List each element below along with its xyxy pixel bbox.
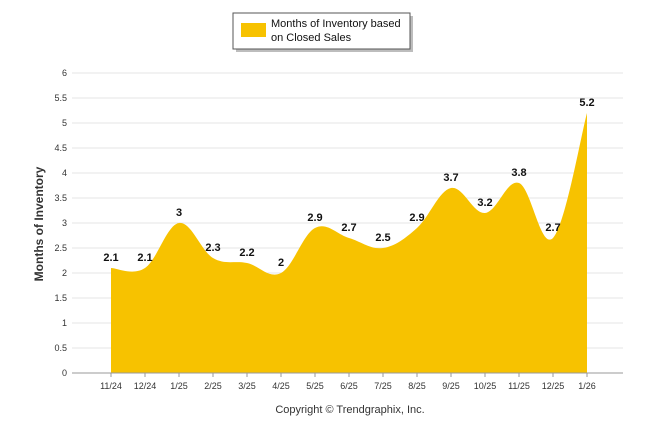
x-axis-ticks: 11/24 12/24 1/25 2/25 3/25 4/25 5/25 6/25 7/25 8/… [100, 373, 596, 391]
data-label: 2.1 [103, 252, 118, 264]
data-label: 3.7 [443, 172, 458, 184]
data-label: 2.9 [307, 212, 322, 224]
copyright-footer: Copyright © Trendgraphix, Inc. [275, 404, 424, 416]
y-tick-label: 1.5 [54, 293, 67, 303]
data-label: 2.1 [137, 252, 152, 264]
x-tick-label: 5/25 [306, 381, 324, 391]
x-tick-label: 7/25 [374, 381, 392, 391]
x-tick-label: 3/25 [238, 381, 256, 391]
y-tick-label: 4.5 [54, 143, 67, 153]
x-tick-label: 11/24 [100, 381, 122, 391]
y-axis-title: Months of Inventory [32, 166, 46, 281]
y-tick-label: 2 [62, 268, 67, 278]
data-label: 2.9 [409, 212, 424, 224]
data-labels: 2.1 2.1 3 2.3 2.2 2 2.9 2.7 2.5 2.9 3.7 3.2 3.8 2.7 5.… [103, 97, 594, 269]
data-label: 3.2 [477, 197, 492, 209]
y-tick-label: 0 [62, 368, 67, 378]
x-tick-label: 1/26 [578, 381, 596, 391]
x-tick-label: 10/25 [474, 381, 497, 391]
data-label: 3.8 [511, 167, 526, 179]
x-tick-label: 11/25 [508, 381, 530, 391]
legend: Months of Inventory based on Closed Sale… [232, 12, 413, 52]
data-label: 5.2 [579, 97, 594, 109]
data-label: 2.7 [341, 222, 356, 234]
data-label: 2.5 [375, 232, 390, 244]
x-tick-label: 12/24 [134, 381, 157, 391]
x-tick-label: 1/25 [170, 381, 188, 391]
data-label: 2 [278, 257, 284, 269]
legend-line-1: Months of Inventory based [271, 18, 401, 30]
y-tick-label: 2.5 [54, 243, 67, 253]
y-axis-ticks: 0 0.5 1 1.5 2 2.5 3 3.5 4 4.5 5 5.5 6 [54, 68, 67, 378]
x-tick-label: 6/25 [340, 381, 358, 391]
y-tick-label: 4 [62, 168, 67, 178]
data-label: 2.7 [545, 222, 560, 234]
y-tick-label: 3 [62, 218, 67, 228]
y-tick-label: 5.5 [54, 93, 67, 103]
x-tick-label: 8/25 [408, 381, 426, 391]
y-tick-label: 3.5 [54, 193, 67, 203]
x-tick-label: 2/25 [204, 381, 222, 391]
data-label: 2.2 [239, 247, 254, 259]
y-tick-label: 0.5 [54, 343, 67, 353]
x-tick-label: 4/25 [272, 381, 290, 391]
y-tick-label: 1 [62, 318, 67, 328]
data-label: 2.3 [205, 242, 220, 254]
y-tick-label: 5 [62, 118, 67, 128]
area-series [111, 113, 587, 373]
legend-line-2: on Closed Sales [271, 32, 352, 44]
legend-swatch [241, 23, 266, 37]
x-tick-label: 9/25 [442, 381, 460, 391]
x-tick-label: 12/25 [542, 381, 565, 391]
data-label: 3 [176, 207, 182, 219]
y-tick-label: 6 [62, 68, 67, 78]
